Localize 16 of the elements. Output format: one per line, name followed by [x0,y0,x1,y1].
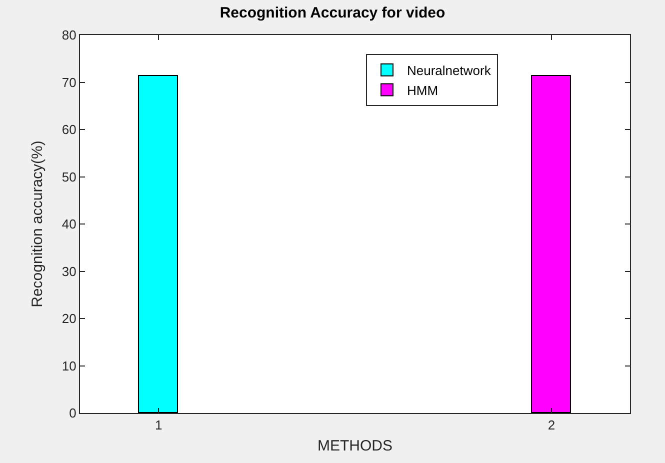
x-tick-label: 2 [548,418,556,433]
y-tick-label: 10 [62,358,76,374]
y-tick-label: 70 [62,74,76,90]
legend-label: HMM [407,82,438,98]
y-tick-label: 0 [69,406,76,421]
y-tick-label: 20 [62,311,76,326]
x-tick-label: 1 [154,418,162,433]
y-tick-label: 50 [62,169,76,184]
legend-label: Neuralnetwork [407,62,492,78]
x-axis-title: METHODS [318,438,392,455]
y-tick-label: 60 [62,122,76,138]
y-tick-label: 40 [62,216,76,232]
chart-title: Recognition Accuracy for video [220,4,446,22]
y-tick-label: 80 [62,28,76,43]
y-axis-title: Recognition accuracy(%) [29,140,46,308]
y-tick-label: 30 [62,264,76,279]
